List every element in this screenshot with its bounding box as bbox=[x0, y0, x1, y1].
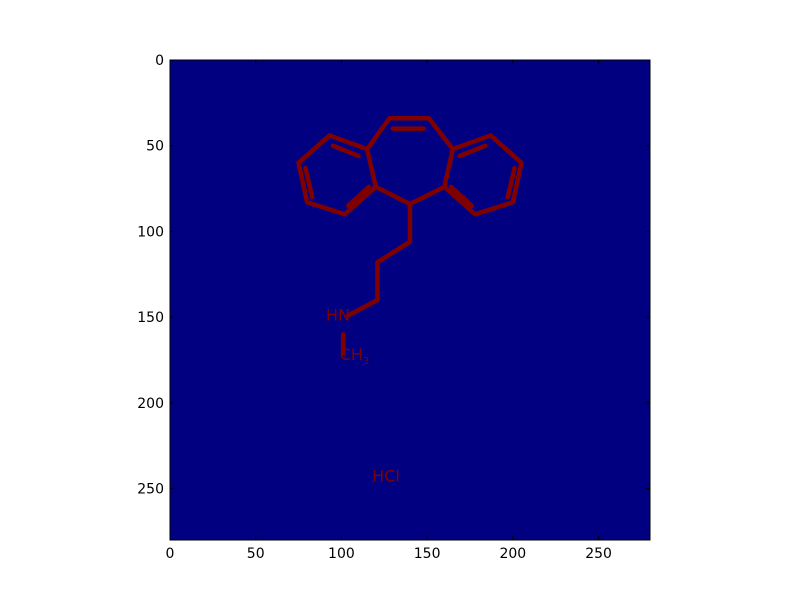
hcl-label: HCl bbox=[372, 467, 400, 486]
y-tick-label-0: 0 bbox=[155, 53, 164, 69]
axes-frame bbox=[169, 59, 651, 541]
structure-text-group: HN CH3 HCl bbox=[326, 306, 400, 486]
y-tick-label-1: 50 bbox=[146, 139, 164, 155]
image-stroke-13 bbox=[450, 133, 493, 152]
image-stroke-4 bbox=[304, 200, 348, 217]
y-tick-label-5: 250 bbox=[137, 482, 164, 498]
image-stroke-25 bbox=[375, 239, 413, 265]
image-strokes bbox=[296, 116, 524, 356]
image-stroke-5 bbox=[296, 160, 310, 205]
methyl-label: CH3 bbox=[340, 345, 370, 367]
x-tick-label-4: 200 bbox=[499, 546, 526, 562]
amine-label: HN bbox=[326, 306, 350, 325]
image-stroke-1 bbox=[327, 133, 370, 152]
image-stroke-17 bbox=[442, 184, 478, 217]
image-stroke-23 bbox=[407, 184, 447, 207]
image-stroke-9 bbox=[364, 116, 392, 152]
image-stroke-8 bbox=[346, 184, 372, 208]
y-tick-label-4: 200 bbox=[137, 396, 164, 412]
x-tick-label-2: 100 bbox=[328, 546, 355, 562]
methyl-main-label: CH bbox=[340, 345, 363, 364]
image-stroke-0 bbox=[296, 133, 332, 166]
image-stroke-18 bbox=[442, 146, 456, 190]
image-stroke-7 bbox=[330, 143, 361, 159]
image-stroke-14 bbox=[488, 133, 524, 166]
image-stroke-27 bbox=[346, 297, 380, 318]
x-tick-label-5: 250 bbox=[585, 546, 612, 562]
image-stroke-16 bbox=[472, 200, 516, 217]
y-tick-label-2: 100 bbox=[137, 224, 164, 240]
image-stroke-21 bbox=[448, 184, 474, 208]
x-tick-label-0: 0 bbox=[166, 546, 175, 562]
y-tick-label-3: 150 bbox=[137, 310, 164, 326]
image-stroke-15 bbox=[510, 160, 524, 205]
image-stroke-3 bbox=[342, 184, 378, 217]
methyl-subscript-label: 3 bbox=[363, 356, 369, 367]
image-stroke-20 bbox=[505, 165, 517, 200]
image-stroke-6 bbox=[303, 165, 315, 200]
axis-ticks: 0 50 100 150 200 250 0 50 100 150 200 250 bbox=[137, 53, 650, 562]
image-stroke-19 bbox=[457, 143, 488, 159]
plot-area bbox=[170, 60, 650, 540]
x-tick-label-3: 150 bbox=[414, 546, 441, 562]
image-stroke-2 bbox=[364, 146, 378, 190]
image-stroke-22 bbox=[373, 184, 413, 207]
x-tick-label-1: 50 bbox=[247, 546, 265, 562]
image-stroke-11 bbox=[426, 116, 456, 152]
